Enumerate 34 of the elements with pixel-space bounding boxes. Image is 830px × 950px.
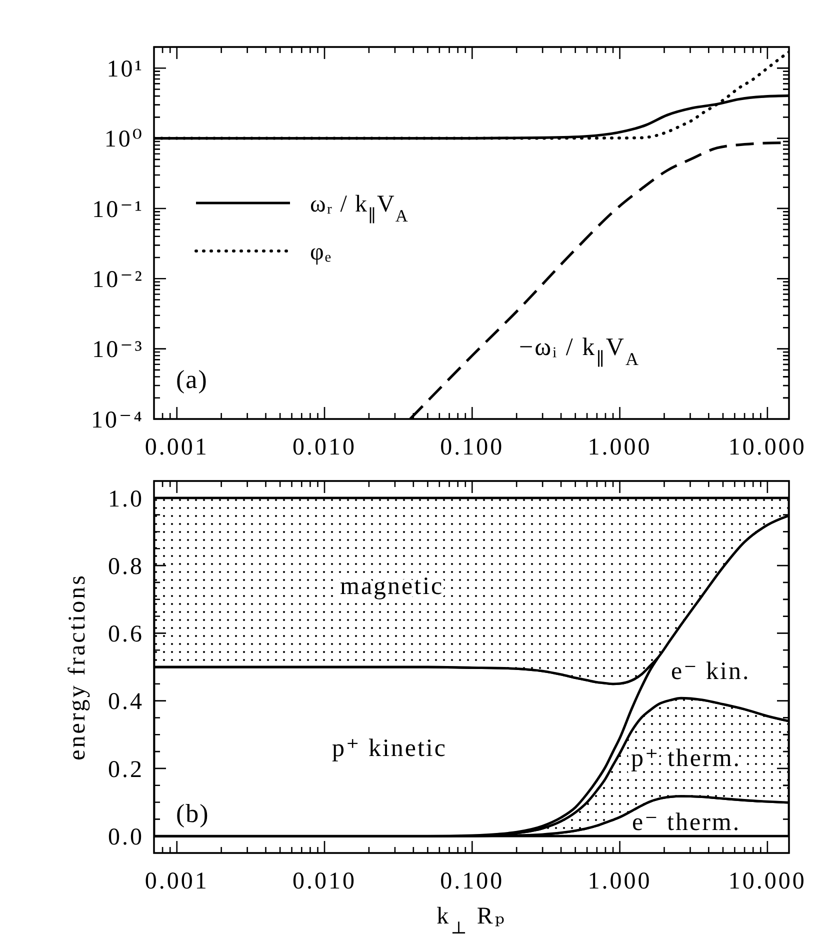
- legend-label: ωᵣ / k$_{∥}$V$_{A}$: [310, 191, 409, 225]
- series-label: e⁻ kin.: [671, 658, 750, 685]
- series-label: p⁺ kinetic: [332, 734, 447, 762]
- annotation: (a): [176, 365, 208, 394]
- x-tick-label: 1.000: [588, 434, 652, 460]
- y-tick-label: 10⁰: [104, 126, 144, 153]
- y-axis-title: energy fractions: [64, 574, 90, 760]
- y-tick-label: 0.8: [108, 554, 144, 580]
- y-tick-label: 0.2: [108, 756, 144, 783]
- legend-label: φₑ: [310, 239, 332, 266]
- x-axis-title: k$_{⊥}$ Rₚ: [436, 903, 506, 937]
- y-tick-label: 1.0: [108, 486, 144, 512]
- y-tick-label: 10⁻³: [92, 337, 144, 364]
- x-tick-label: 0.001: [144, 434, 209, 460]
- x-tick-label: 0.100: [440, 868, 504, 894]
- y-tick-label: 10¹: [106, 56, 144, 83]
- x-tick-label: 0.100: [440, 434, 504, 460]
- y-tick-label: 0.4: [108, 689, 144, 716]
- x-tick-label: 0.010: [292, 868, 357, 894]
- y-tick-label: 10⁻⁴: [90, 407, 144, 434]
- series-label: −ωᵢ / k$_{∥}$V$_{A}$: [519, 334, 640, 369]
- x-tick-label: 0.001: [144, 868, 209, 894]
- series-label: e⁻ therm.: [632, 808, 741, 836]
- annotation: (b): [176, 799, 210, 828]
- series-label: p⁺ therm.: [631, 744, 742, 772]
- y-tick-label: 0.0: [108, 824, 144, 850]
- x-tick-label: 10.000: [728, 868, 806, 894]
- y-tick-label: 10⁻¹: [92, 196, 144, 223]
- y-tick-label: 0.6: [108, 622, 144, 648]
- y-tick-label: 10⁻²: [92, 267, 144, 294]
- series-label: magnetic: [340, 572, 444, 600]
- x-tick-label: 10.000: [728, 434, 806, 460]
- x-tick-label: 0.010: [292, 434, 357, 460]
- x-tick-label: 1.000: [588, 868, 652, 894]
